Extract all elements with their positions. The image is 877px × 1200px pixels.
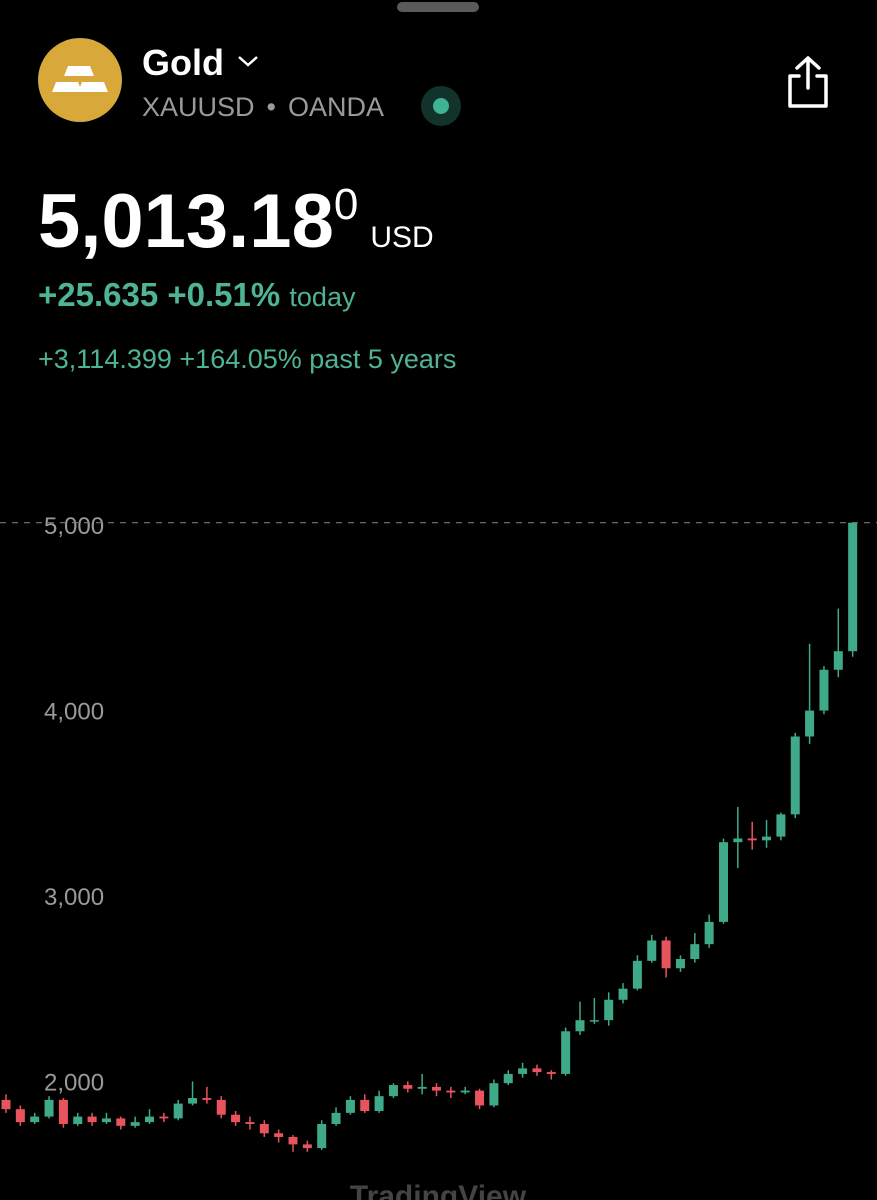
candle-body xyxy=(833,651,843,670)
candle-body xyxy=(460,1090,470,1093)
y-tick-label: 4,000 xyxy=(44,699,104,726)
y-tick-label: 3,000 xyxy=(44,884,104,911)
candle-body xyxy=(790,736,800,815)
candle-body xyxy=(417,1086,427,1089)
exchange: OANDA xyxy=(287,92,385,122)
candle-body xyxy=(805,710,815,737)
drag-handle[interactable] xyxy=(397,2,479,12)
candle-body xyxy=(130,1122,140,1126)
candle-body xyxy=(202,1098,212,1100)
candle-body xyxy=(589,1020,599,1022)
candle-body xyxy=(374,1096,384,1112)
change-today: +25.635 +0.51% today xyxy=(38,276,355,314)
price: 5,013.18 xyxy=(38,179,334,264)
candle-body xyxy=(518,1068,528,1074)
candle-body xyxy=(288,1136,298,1145)
candle-body xyxy=(632,960,642,989)
candle-body xyxy=(647,940,657,961)
period-label: past 5 years xyxy=(309,344,457,374)
candle-body xyxy=(561,1031,571,1074)
today-label: today xyxy=(289,282,356,312)
separator: • xyxy=(266,92,276,122)
candle-body xyxy=(259,1123,269,1134)
candle-body xyxy=(360,1099,370,1112)
candle-body xyxy=(216,1099,226,1115)
candle-body xyxy=(848,522,858,652)
candle-body xyxy=(87,1116,97,1123)
candle-body xyxy=(819,669,829,711)
change-value: +25.635 xyxy=(38,276,159,313)
candle-body xyxy=(331,1112,341,1124)
candle-body xyxy=(446,1090,456,1093)
candle-body xyxy=(274,1133,284,1137)
candle-body xyxy=(245,1122,255,1124)
candle-body xyxy=(73,1116,83,1124)
candle-body xyxy=(1,1099,11,1110)
status-dot xyxy=(421,86,461,126)
candle-body xyxy=(475,1090,485,1106)
candle-body xyxy=(704,921,714,945)
share-button[interactable] xyxy=(784,54,832,110)
y-tick-label: 5,000 xyxy=(44,513,104,540)
change-pct: +164.05% xyxy=(179,344,302,374)
candle-body xyxy=(317,1123,327,1149)
candle-body xyxy=(432,1086,441,1091)
currency: USD xyxy=(370,221,434,254)
candle-body xyxy=(188,1098,198,1104)
candle-body xyxy=(30,1116,40,1123)
change-5y: +3,114.399 +164.05% past 5 years xyxy=(38,344,456,375)
candle-body xyxy=(44,1099,54,1117)
candle-body xyxy=(690,944,700,959)
candle-body xyxy=(532,1068,542,1073)
candle-body xyxy=(345,1099,355,1113)
candle-body xyxy=(618,988,628,1000)
candle-body xyxy=(231,1114,241,1123)
candle-body xyxy=(173,1103,183,1119)
candle-body xyxy=(503,1073,513,1084)
candle-body xyxy=(302,1144,312,1149)
gold-logo xyxy=(38,38,122,122)
candle-body xyxy=(747,838,757,841)
title[interactable]: Gold xyxy=(142,42,224,83)
candle-body xyxy=(661,940,671,969)
y-tick-label: 2,000 xyxy=(44,1069,104,1096)
watermark: TradingView xyxy=(350,1180,527,1200)
candle-body xyxy=(159,1116,169,1119)
candle-body xyxy=(101,1118,111,1123)
dropdown-icon[interactable] xyxy=(236,52,260,70)
candle-body xyxy=(762,836,772,841)
candle-body xyxy=(58,1099,68,1124)
price-sup: 0 xyxy=(333,180,359,229)
subtitle: XAUUSD • OANDA xyxy=(142,92,384,123)
candle-body xyxy=(733,838,743,843)
candle-body xyxy=(403,1085,413,1089)
candle-body xyxy=(15,1109,25,1123)
price-row: 5,013.180 USD xyxy=(38,178,434,265)
change-pct: +0.51% xyxy=(167,276,281,313)
candle-body xyxy=(388,1085,398,1097)
candle-body xyxy=(675,958,685,969)
symbol: XAUUSD xyxy=(142,92,255,122)
candle-body xyxy=(719,842,728,922)
candle-body xyxy=(546,1072,556,1074)
candle-body xyxy=(116,1118,126,1126)
candle-body xyxy=(489,1083,499,1106)
candle-body xyxy=(776,814,786,837)
candle-body xyxy=(604,999,614,1021)
candle-body xyxy=(575,1020,585,1032)
change-value: +3,114.399 xyxy=(38,344,172,374)
candle-body xyxy=(145,1116,154,1123)
